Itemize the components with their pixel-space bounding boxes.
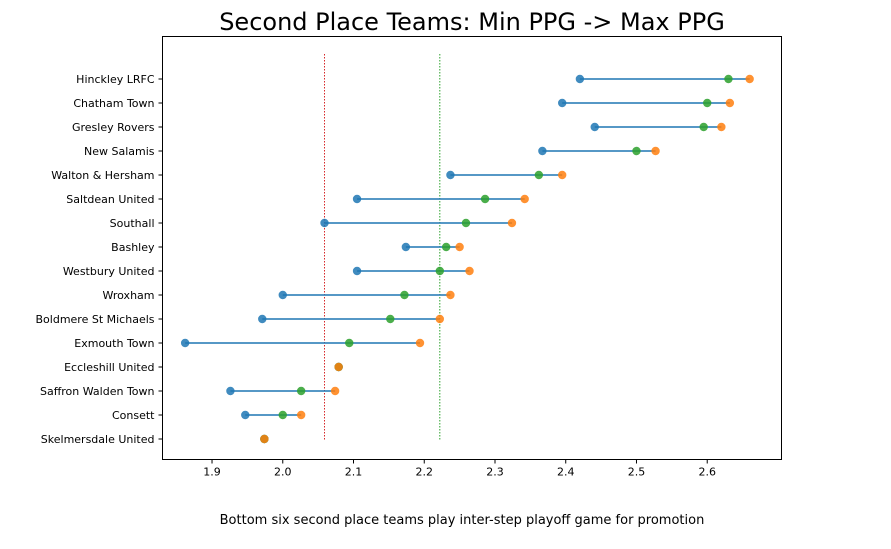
max-point	[455, 242, 464, 252]
x-tick-label: 1.9	[203, 466, 221, 479]
x-tick-label: 2.6	[698, 466, 716, 479]
team-label: New Salamis	[84, 145, 155, 158]
max-point	[260, 434, 269, 444]
max-point	[334, 362, 343, 372]
max-point	[651, 146, 660, 156]
min-point	[575, 74, 585, 84]
current-point	[461, 218, 471, 228]
current-point	[699, 122, 708, 132]
max-point	[557, 170, 567, 180]
min-point	[590, 122, 599, 132]
min-point	[557, 98, 567, 108]
max-point	[520, 194, 529, 204]
x-axis: 1.9 2.0 2.1 2.2 2.3 2.4 2.5 2.6	[203, 459, 716, 479]
x-tick-label: 2.2	[415, 466, 433, 479]
y-axis: Hinckley LRFC Chatham Town Gresley Rovers N…	[36, 73, 163, 446]
chart-caption: Bottom six second place teams play inter…	[220, 513, 705, 528]
min-point	[241, 410, 250, 420]
x-tick-label: 2.0	[274, 466, 292, 479]
max-point	[296, 410, 306, 420]
team-label: Boldmere St Michaels	[36, 313, 155, 326]
max-point	[330, 386, 340, 396]
current-point	[386, 314, 395, 324]
x-tick-label: 2.4	[557, 466, 575, 479]
current-point	[345, 338, 354, 348]
min-point	[226, 386, 235, 396]
team-label: Wroxham	[103, 289, 155, 302]
current-point	[441, 242, 451, 252]
current-point	[400, 290, 409, 300]
max-point	[435, 314, 445, 324]
current-point	[632, 146, 641, 156]
team-label: Skelmersdale United	[41, 433, 155, 446]
chart-title: Second Place Teams: Min PPG -> Max PPG	[219, 8, 725, 36]
team-label: Walton & Hersham	[51, 169, 154, 182]
current-point	[296, 386, 306, 396]
team-label: Saltdean United	[66, 193, 154, 206]
max-point	[725, 98, 735, 108]
min-point	[352, 266, 362, 276]
max-point	[415, 338, 425, 348]
max-point	[507, 218, 517, 228]
min-point	[352, 194, 362, 204]
team-label: Hinckley LRFC	[76, 73, 155, 86]
team-label: Saffron Walden Town	[40, 385, 155, 398]
min-point	[258, 314, 267, 324]
max-point	[717, 122, 726, 132]
max-point	[465, 266, 474, 276]
current-point	[480, 194, 490, 204]
chart-marks	[180, 74, 754, 444]
max-point	[446, 290, 455, 300]
current-point	[703, 98, 712, 108]
team-label: Southall	[110, 217, 155, 230]
team-label: Eccleshill United	[64, 361, 154, 374]
team-label: Chatham Town	[73, 97, 154, 110]
min-point	[320, 218, 329, 228]
min-point	[278, 290, 287, 300]
team-label: Bashley	[111, 241, 155, 254]
min-point	[446, 170, 455, 180]
team-label: Westbury United	[63, 265, 155, 278]
x-tick-label: 2.3	[486, 466, 504, 479]
min-point	[401, 242, 411, 252]
team-label: Exmouth Town	[74, 337, 154, 350]
current-point	[435, 266, 445, 276]
team-label: Gresley Rovers	[72, 121, 155, 134]
max-point	[745, 74, 754, 84]
min-point	[538, 146, 547, 156]
current-point	[724, 74, 733, 84]
min-point	[180, 338, 190, 348]
team-label: Consett	[112, 409, 155, 422]
x-tick-label: 2.5	[628, 466, 646, 479]
plot-frame	[162, 36, 782, 460]
current-point	[278, 410, 287, 420]
current-point	[534, 170, 544, 180]
x-tick-label: 2.1	[345, 466, 363, 479]
